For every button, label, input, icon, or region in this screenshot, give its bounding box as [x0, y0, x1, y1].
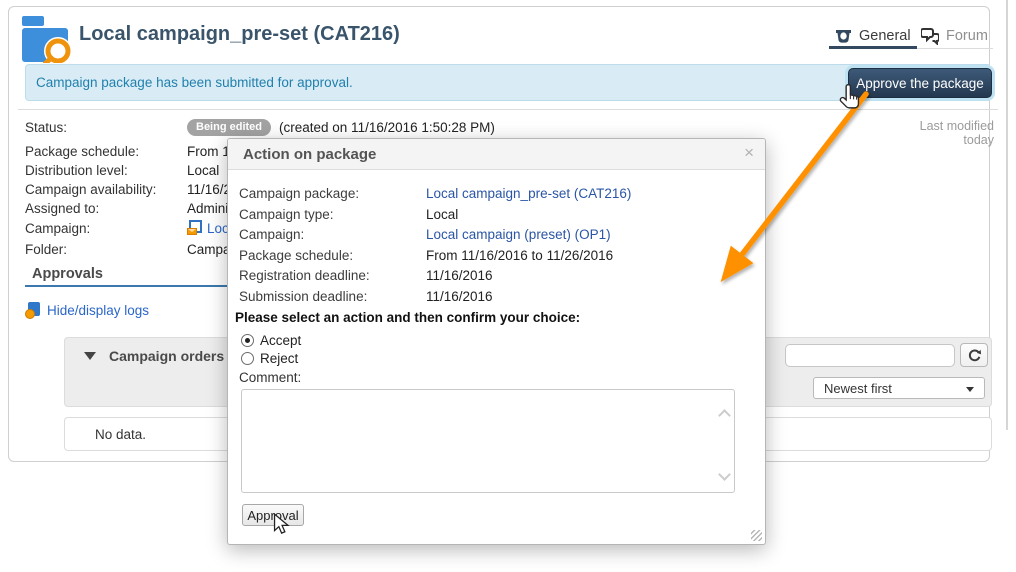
- orders-search-input[interactable]: [785, 344, 955, 367]
- logs-icon: [25, 301, 41, 319]
- window-edge-divider: [1006, 0, 1008, 430]
- dialog-label: Package schedule:: [239, 247, 354, 263]
- dialog-label: Campaign:: [239, 226, 305, 242]
- dialog-titlebar[interactable]: Action on package ×: [228, 139, 765, 170]
- tab-strip-divider: [917, 48, 993, 49]
- approve-package-button[interactable]: Approve the package: [848, 68, 992, 98]
- radio-accept[interactable]: Accept: [241, 332, 301, 348]
- dialog-value: From 11/16/2016 to 11/26/2016: [426, 247, 614, 263]
- field-row-availability: Campaign availability: 11/16/2016: [25, 180, 254, 198]
- dialog-package-link[interactable]: Local campaign_pre-set (CAT216): [426, 185, 632, 201]
- campaign-icon: [187, 220, 203, 236]
- comment-textarea[interactable]: [241, 389, 735, 493]
- status-created-text: (created on 11/16/2016 1:50:28 PM): [279, 119, 495, 135]
- notification-bar: Campaign package has been submitted for …: [25, 64, 992, 101]
- sort-selected-value: Newest first: [824, 380, 892, 396]
- resize-grip-icon[interactable]: [751, 530, 762, 541]
- field-row-distribution: Distribution level: Local: [25, 161, 219, 179]
- hide-display-logs-link[interactable]: Hide/display logs: [25, 301, 149, 319]
- dialog-row-schedule: Package schedule: From 11/16/2016 to 11/…: [239, 246, 613, 264]
- radio-accept-label: Accept: [260, 332, 302, 348]
- radio-reject[interactable]: Reject: [241, 350, 298, 366]
- approval-button[interactable]: Approval: [242, 504, 304, 526]
- field-label: Campaign availability:: [25, 181, 157, 197]
- general-tab-icon: [836, 30, 851, 43]
- dialog-row-package: Campaign package: Local campaign_pre-set…: [239, 184, 631, 202]
- no-data-text: No data.: [95, 427, 147, 442]
- section-divider: [18, 109, 998, 110]
- dialog-label: Campaign package:: [239, 185, 360, 201]
- radio-button-icon[interactable]: [241, 351, 254, 365]
- radio-reject-label: Reject: [260, 350, 299, 366]
- forum-tab-icon: [921, 27, 939, 45]
- sort-dropdown[interactable]: Newest first: [813, 377, 985, 399]
- action-on-package-dialog: Action on package × Campaign package: Lo…: [227, 138, 766, 545]
- field-label: Package schedule:: [25, 143, 140, 159]
- dialog-prompt: Please select an action and then confirm…: [235, 310, 581, 325]
- field-label: Campaign:: [25, 220, 91, 236]
- close-icon[interactable]: ×: [744, 143, 754, 162]
- refresh-button[interactable]: [960, 343, 988, 367]
- field-value: Local: [187, 162, 220, 178]
- dialog-row-type: Campaign type: Local: [239, 205, 458, 223]
- logs-link-label: Hide/display logs: [47, 302, 150, 318]
- tab-forum-label: Forum: [946, 28, 988, 44]
- active-tab-underline: [829, 46, 917, 49]
- field-row-status: Status: Being edited (created on 11/16/2…: [25, 118, 495, 136]
- tab-general[interactable]: General: [835, 26, 911, 46]
- comment-label: Comment:: [239, 370, 302, 385]
- folder-search-icon: [22, 16, 72, 63]
- field-label: Distribution level:: [25, 162, 128, 178]
- dialog-row-submission: Submission deadline: 11/16/2016: [239, 287, 493, 305]
- refresh-icon: [968, 349, 981, 361]
- field-label: Assigned to:: [25, 200, 100, 216]
- dialog-campaign-link[interactable]: Local campaign (preset) (OP1): [426, 226, 611, 242]
- dialog-value: 11/16/2016: [426, 288, 493, 304]
- dialog-value: 11/16/2016: [426, 267, 493, 283]
- dialog-label: Submission deadline:: [239, 288, 368, 304]
- chevron-down-icon: [966, 387, 974, 392]
- dialog-row-registration: Registration deadline: 11/16/2016: [239, 266, 493, 284]
- field-label: Status:: [25, 119, 68, 135]
- status-badge: Being edited: [187, 118, 272, 136]
- dialog-value: Local: [426, 206, 459, 222]
- dialog-row-campaign: Campaign: Local campaign (preset) (OP1): [239, 225, 611, 243]
- tab-forum[interactable]: Forum: [921, 26, 988, 46]
- field-row-folder: Folder: Campaigns: [25, 240, 255, 258]
- radio-button-icon[interactable]: [241, 333, 254, 347]
- field-label: Folder:: [25, 241, 68, 257]
- notification-message: Campaign package has been submitted for …: [36, 75, 353, 90]
- dialog-label: Campaign type:: [239, 206, 334, 222]
- page-title: Local campaign_pre-set (CAT216): [79, 23, 400, 45]
- dialog-title: Action on package: [243, 146, 377, 163]
- last-modified-text: Last modified today: [919, 119, 994, 147]
- campaign-orders-title: Campaign orders: [109, 348, 225, 364]
- tab-general-label: General: [859, 28, 911, 44]
- dialog-label: Registration deadline:: [239, 267, 370, 283]
- approvals-heading: Approvals: [32, 266, 103, 282]
- collapse-caret-icon[interactable]: [84, 352, 96, 360]
